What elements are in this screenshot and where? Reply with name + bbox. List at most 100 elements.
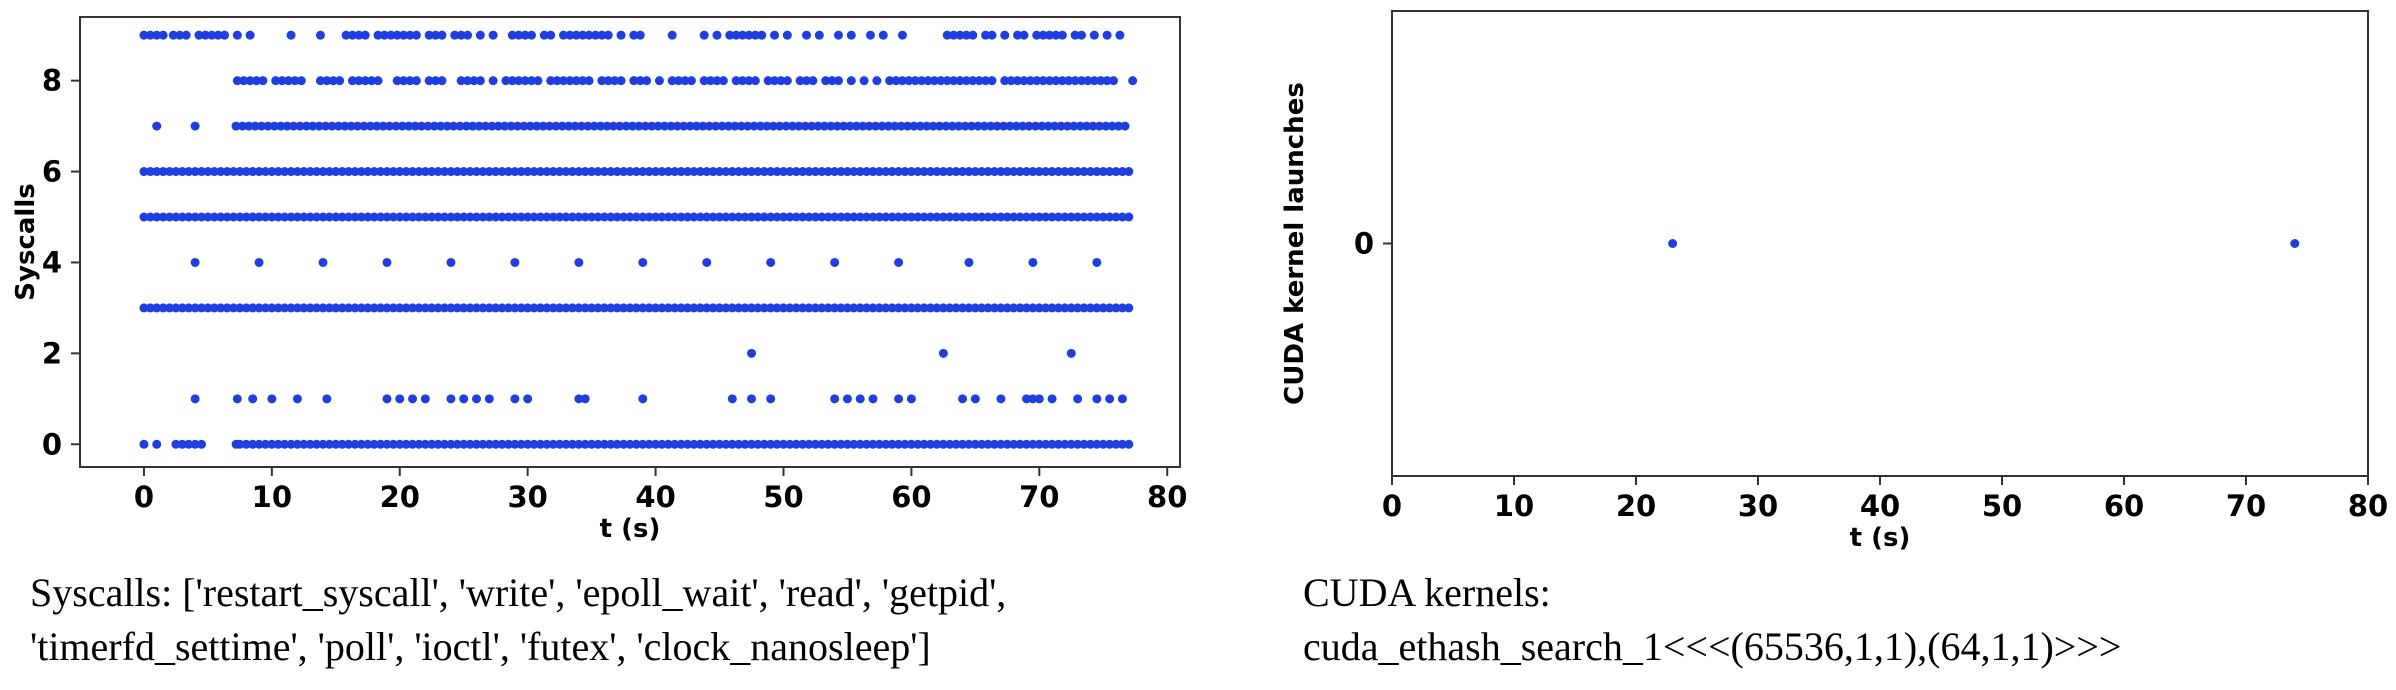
data-point [286,30,296,40]
data-point [1041,212,1051,222]
data-point [839,121,849,131]
data-point [900,439,910,449]
data-point [881,303,891,313]
data-point [945,167,955,177]
data-point [241,167,251,177]
data-point [753,303,763,313]
data-point [794,121,804,131]
data-point [891,76,901,86]
data-point [913,167,923,177]
data-point [535,212,545,222]
data-point [220,30,230,40]
data-point [874,212,884,222]
data-point [791,303,801,313]
data-point [1034,167,1044,177]
data-point [651,167,661,177]
data-point [766,394,776,404]
data-point [638,167,648,177]
data-point [810,212,820,222]
data-point [926,303,936,313]
data-point [440,167,450,177]
data-point [629,30,639,40]
cuda-caption-line-2: cuda_ethash_search_1<<<(65536,1,1),(64,1… [1303,624,2122,669]
data-point [369,167,379,177]
data-point [913,303,923,313]
x-tick-label: 0 [134,480,154,514]
data-point [194,30,204,40]
data-point [1124,167,1134,177]
data-point [516,303,526,313]
data-point [619,212,629,222]
data-point [1013,76,1023,86]
data-point [158,303,168,313]
syscalls-caption-line-2: 'timerfd_settime', 'poll', 'ioctl', 'fut… [30,624,931,669]
data-point [778,303,788,313]
data-point [638,303,648,313]
data-point [273,439,283,449]
data-point [977,212,987,222]
data-point [804,439,814,449]
data-point [653,121,663,131]
data-point [725,30,735,40]
data-point [484,303,494,313]
data-point [676,303,686,313]
data-point [1060,212,1070,222]
data-point [1073,394,1083,404]
data-point [647,121,657,131]
data-point [1057,76,1067,86]
data-point [833,30,843,40]
data-point [603,30,613,40]
data-point [260,212,270,222]
data-point [269,121,279,131]
data-point [897,30,907,40]
data-point [740,303,750,313]
data-point [1060,167,1070,177]
data-point [736,121,746,131]
data-point [868,167,878,177]
data-point [845,121,855,131]
data-point [1013,30,1023,40]
data-point [715,212,725,222]
data-point [327,121,337,131]
data-point [717,121,727,131]
data-point [676,167,686,177]
data-point [947,121,957,131]
data-point [625,303,635,313]
data-point [747,348,757,358]
data-point [488,30,498,40]
data-point [663,439,673,449]
data-point [1028,394,1038,404]
data-point [175,30,185,40]
data-point [941,121,951,131]
data-point [321,121,331,131]
data-point [753,439,763,449]
data-point [1124,303,1134,313]
data-point [973,121,983,131]
data-point [423,121,433,131]
data-point [203,167,213,177]
data-point [514,30,524,40]
data-point [593,303,603,313]
data-point [271,76,281,86]
data-point [1096,76,1106,86]
data-point [1030,121,1040,131]
data-point [772,212,782,222]
data-point [318,257,328,267]
data-point [382,167,392,177]
data-point [452,303,462,313]
data-point [1041,167,1051,177]
data-point [1015,167,1025,177]
data-point [1085,439,1095,449]
data-point [207,30,217,40]
data-point [695,439,705,449]
data-point [877,121,887,131]
data-point [883,121,893,131]
data-point [433,439,443,449]
data-point [1034,303,1044,313]
data-point [478,212,488,222]
data-point [872,76,882,86]
data-point [376,303,386,313]
data-point [356,303,366,313]
data-point [689,439,699,449]
data-point [734,167,744,177]
